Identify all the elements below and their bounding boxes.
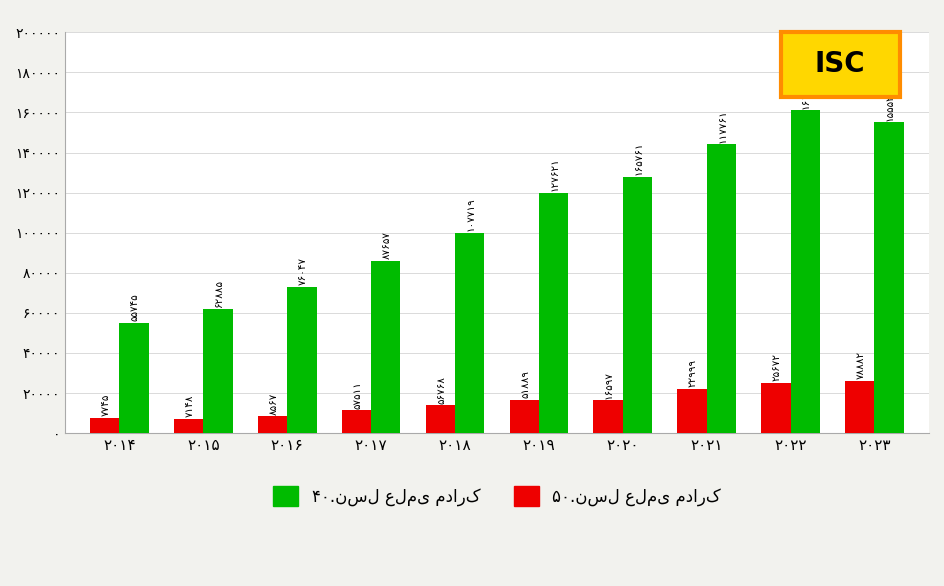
Bar — [203, 309, 232, 433]
Bar — [90, 418, 119, 433]
Bar — [371, 261, 400, 433]
Bar — [874, 122, 903, 433]
Bar — [455, 233, 484, 433]
Bar — [594, 400, 623, 433]
Bar — [174, 419, 203, 433]
Bar — [539, 193, 568, 433]
Text: ۱۶۵۷۶۱: ۱۶۵۷۶۱ — [633, 141, 643, 175]
Text: ۱۶۱۶۹۱: ۱۶۱۶۹۱ — [801, 75, 811, 109]
Text: ۱۲۷۶۲۱: ۱۲۷۶۲۱ — [549, 157, 560, 191]
Bar — [258, 416, 287, 433]
Text: ۲۵۶۷۲: ۲۵۶۷۲ — [772, 353, 782, 381]
Bar — [845, 381, 874, 433]
FancyBboxPatch shape — [781, 32, 900, 97]
Text: ۷۱۴۸: ۷۱۴۸ — [184, 395, 194, 417]
Text: ۵۵۷۴۵: ۵۵۷۴۵ — [130, 294, 140, 321]
Text: ۱۵۵۵۲۱: ۱۵۵۵۲۱ — [885, 87, 895, 121]
Text: ۵۶۷۶۸: ۵۶۷۶۸ — [436, 376, 447, 404]
Text: ۲۲۹۹۹: ۲۲۹۹۹ — [688, 359, 698, 387]
Bar — [707, 145, 736, 433]
Text: ۱۱۷۷۶۱: ۱۱۷۷۶۱ — [717, 109, 727, 143]
Text: ۸۷۶۵۷: ۸۷۶۵۷ — [381, 231, 392, 259]
Text: ۱۶۵۹۷: ۱۶۵۹۷ — [604, 370, 614, 398]
Bar — [510, 400, 539, 433]
Bar — [342, 410, 371, 433]
Text: ۵۱۸۸۹: ۵۱۸۸۹ — [520, 370, 530, 398]
Bar — [761, 383, 790, 433]
Bar — [677, 389, 707, 433]
Bar — [287, 287, 316, 433]
Text: ۶۲۸۸۵: ۶۲۸۸۵ — [213, 280, 224, 307]
Bar — [119, 323, 149, 433]
Text: ۷۷۴۵: ۷۷۴۵ — [101, 394, 110, 416]
Bar — [426, 405, 455, 433]
Text: ISC: ISC — [815, 50, 866, 79]
Text: ۵۷۵۱۱: ۵۷۵۱۱ — [352, 381, 362, 408]
Text: ۷۸۸۸۲: ۷۸۸۸۲ — [855, 352, 866, 380]
Bar — [790, 110, 820, 433]
Text: ۱۰۷۷۱۹: ۱۰۷۷۱۹ — [465, 197, 476, 231]
Bar — [623, 176, 652, 433]
Legend: ۴۰.نسل علمی مدارک, ۵۰.نسل علمی مدارک: ۴۰.نسل علمی مدارک, ۵۰.نسل علمی مدارک — [266, 479, 727, 513]
Text: ۷۶۰۴۷: ۷۶۰۴۷ — [297, 257, 308, 285]
Text: ۸۵۶۷: ۸۵۶۷ — [268, 392, 278, 414]
